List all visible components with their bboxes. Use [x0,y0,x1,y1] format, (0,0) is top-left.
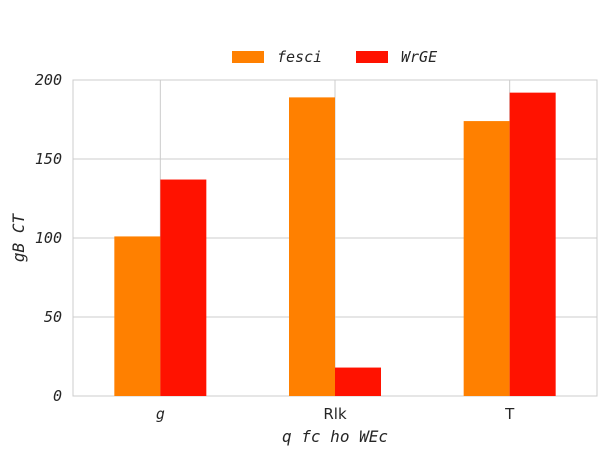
bar-fesci-T [463,121,510,396]
legend-swatch-fesci [232,51,264,63]
legend-swatch-WrGE [356,51,388,63]
y-tick-label: 50 [44,308,62,326]
bar-WrGE-T [509,92,556,396]
x-axis-title: q fc ho WEc [282,427,388,446]
bar-WrGE-g [160,179,207,396]
legend-label-fesci: fesci [277,48,322,66]
bar-layer [114,92,556,396]
y-tick-label: 150 [35,150,62,168]
x-tick-label: g [156,405,165,423]
bar-WrGE-Rlk [335,367,381,396]
y-tick-label: 0 [53,387,62,405]
y-axis-title: gB CT [9,213,28,263]
bar-fesci-g [114,236,161,396]
y-tick-label: 100 [35,229,62,247]
x-tick-label: Rlk [323,405,347,423]
axis-layer: 0 50 100 150 200 g Rlk T [35,71,515,423]
bar-fesci-Rlk [289,97,335,396]
y-tick-label: 200 [35,71,62,89]
legend-label-WrGE: WrGE [401,48,437,66]
x-tick-label: T [504,405,515,423]
legend: fesci WrGE [232,48,437,66]
